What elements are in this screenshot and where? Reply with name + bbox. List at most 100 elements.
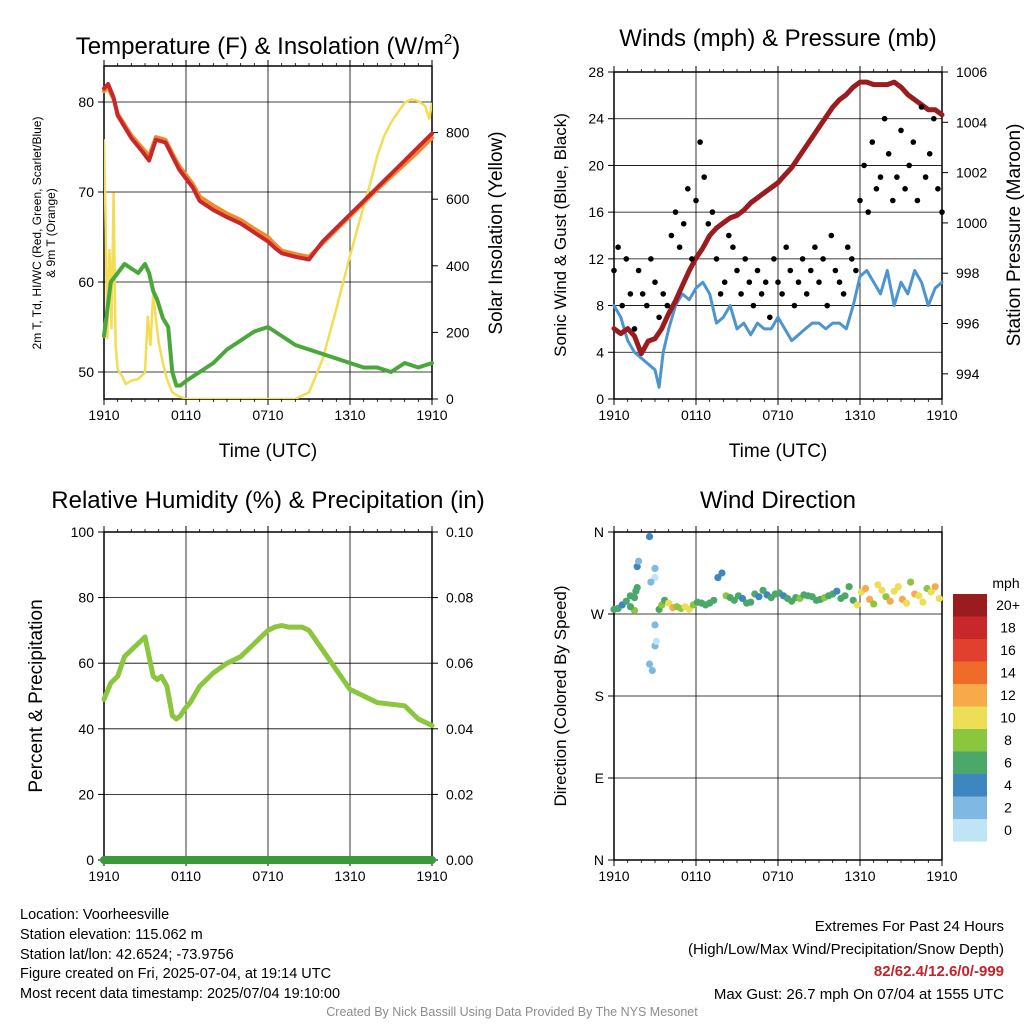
y-tick-label: 60 — [78, 655, 94, 671]
colorbar-label: 6 — [1004, 755, 1012, 771]
y-tick-label: N — [594, 852, 604, 868]
colorbar-swatch — [953, 751, 987, 774]
x-tick-label: 1310 — [844, 868, 875, 884]
gust-point — [726, 232, 732, 239]
gust-point — [894, 174, 900, 180]
gust-point — [931, 115, 937, 122]
y-tick-label: 40 — [78, 721, 94, 737]
gust-point — [849, 256, 855, 262]
x-tick-label: 0110 — [171, 407, 201, 423]
y-tick-label: E — [595, 770, 604, 786]
direction-point — [633, 563, 641, 571]
direction-point — [747, 598, 755, 606]
y-tick-label: 100 — [71, 524, 95, 540]
gust-point — [635, 267, 642, 274]
x-tick-label: 1910 — [88, 868, 119, 884]
x-tick-label: 1910 — [598, 407, 629, 423]
gust-point — [885, 151, 892, 157]
y2-tick-label: 0.06 — [446, 655, 473, 671]
gust-point — [865, 209, 871, 215]
direction-point — [647, 578, 655, 586]
gust-point — [758, 291, 765, 297]
gust-point — [877, 174, 884, 180]
colorbar-label: 16 — [1000, 642, 1016, 658]
y2-tick-label: 994 — [956, 366, 980, 382]
extremes-subtitle: (High/Low/Max Wind/Precipitation/Snow De… — [688, 940, 1004, 958]
x-tick-label: 0710 — [252, 407, 283, 423]
direction-point — [710, 596, 718, 604]
y-tick-label: 20 — [588, 157, 604, 173]
y2-axis-label: Solar Insolation (Yellow) — [486, 131, 507, 334]
gust-point — [742, 256, 748, 262]
direction-point — [622, 597, 630, 605]
y2-tick-label: 0.04 — [446, 721, 473, 737]
colorbar-label: 2 — [1004, 800, 1012, 816]
gust-point — [611, 267, 617, 274]
direction-point — [874, 581, 882, 589]
y-tick-label: 12 — [588, 251, 604, 267]
colorbar-swatch — [953, 639, 987, 662]
gust-point — [910, 139, 917, 145]
gust-point — [787, 267, 794, 274]
gust-point — [713, 256, 720, 262]
gust-point — [656, 314, 662, 321]
direction-point — [849, 596, 857, 604]
y2-tick-label: 0.00 — [446, 852, 473, 868]
gust-point — [857, 197, 863, 204]
gust-point — [631, 326, 638, 332]
colorbar-swatch — [953, 796, 987, 819]
y-axis-label: Sonic Wind & Gust (Blue, Black) — [551, 113, 570, 357]
gust-point — [795, 279, 802, 286]
gust-point — [832, 267, 839, 274]
direction-point — [931, 583, 939, 591]
gust-point — [680, 221, 687, 227]
gust-point — [869, 139, 876, 145]
x-tick-label: 1910 — [598, 868, 629, 884]
direction-point — [718, 569, 726, 577]
direction-point — [886, 597, 894, 605]
direction-point — [648, 666, 656, 675]
x-tick-label: 0710 — [762, 407, 793, 423]
direction-point — [635, 557, 643, 565]
extremes-title: Extremes For Past 24 Hours — [814, 918, 1004, 935]
gust-point — [750, 302, 757, 309]
y-tick-label: 0 — [86, 852, 94, 868]
direction-point — [853, 601, 861, 609]
colorbar-label: 4 — [1004, 777, 1012, 793]
y2-tick-label: 0.10 — [446, 524, 473, 540]
direction-point — [645, 533, 654, 541]
direction-point — [755, 593, 763, 601]
station-info: Location: Voorheesville Station elevatio… — [20, 906, 340, 1005]
y-tick-label: 8 — [596, 298, 604, 314]
direction-point — [633, 584, 641, 592]
direction-point — [738, 594, 747, 603]
colorbar-label: 18 — [1000, 620, 1016, 636]
colorbar-label: 14 — [1000, 665, 1016, 681]
colorbar-title: mph — [992, 575, 1019, 591]
y-axis-label: 2m T, Td, HI/WC (Red, Green, Scarlet/Blu… — [30, 117, 44, 350]
extremes-info: Extremes For Past 24 Hours (High/Low/Max… — [688, 916, 1004, 1006]
gust-point — [664, 302, 671, 309]
latlon-text: Station lat/lon: 42.6524; -73.9756 — [20, 946, 234, 963]
location-text: Location: Voorheesville — [20, 907, 170, 923]
y2-tick-label: 0.02 — [446, 786, 473, 802]
y2-axis-label: Station Pressure (Maroon) — [1004, 124, 1024, 347]
series-t2m — [102, 82, 434, 262]
x-tick-label: 1310 — [844, 407, 875, 423]
direction-point — [645, 660, 654, 668]
gust-point — [898, 127, 904, 134]
gust-point — [844, 244, 851, 250]
x-tick-label: 1910 — [88, 407, 119, 423]
direction-point — [651, 564, 659, 573]
gust-point — [816, 279, 822, 286]
y2-tick-label: 1000 — [956, 215, 987, 231]
colorbar-label: 12 — [1000, 687, 1016, 703]
gust-point — [676, 244, 683, 250]
colorbar-label: 20+ — [996, 597, 1020, 613]
gust-point — [881, 115, 888, 122]
series-insolation — [104, 97, 432, 399]
colorbar-label: 8 — [1004, 732, 1012, 748]
x-tick-label: 1310 — [334, 407, 365, 423]
y-tick-label: 16 — [588, 204, 604, 220]
